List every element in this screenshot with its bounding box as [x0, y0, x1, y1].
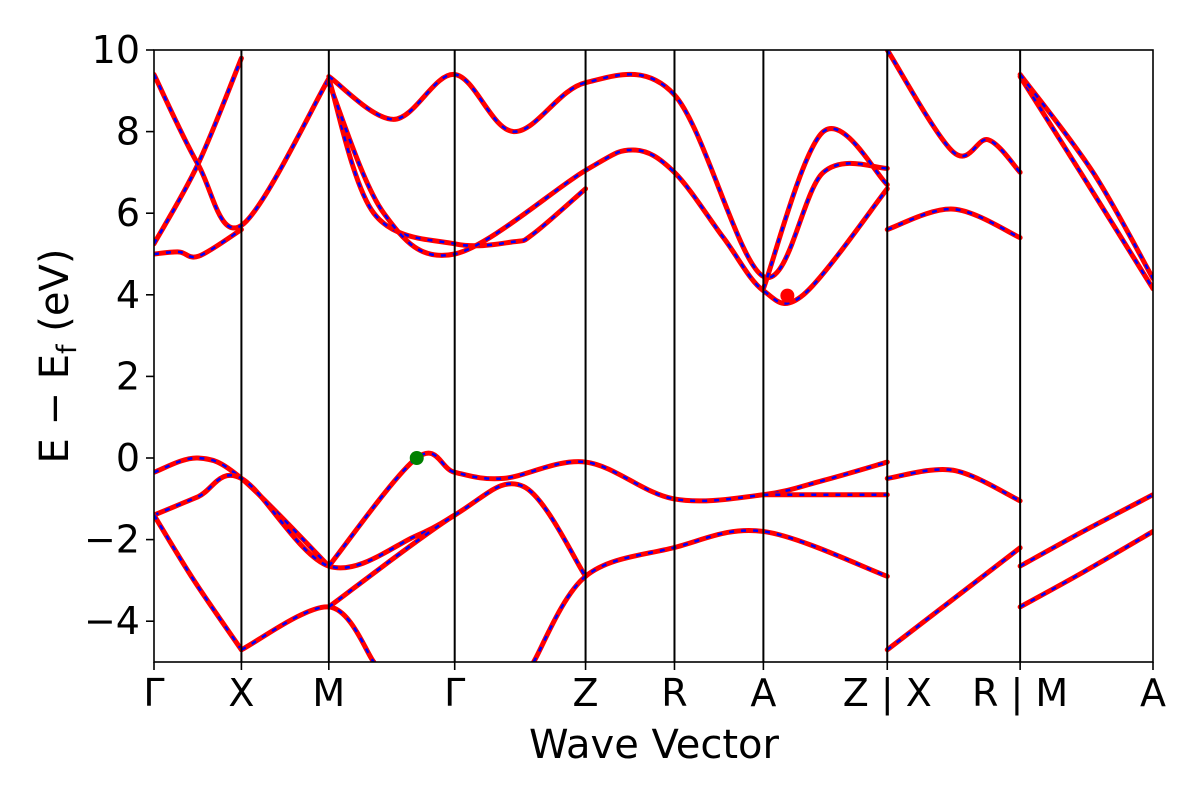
cbm-marker: [780, 288, 795, 303]
vbm-marker: [409, 451, 424, 465]
band-9-dashed: [154, 228, 243, 259]
band-19-dashed: [1019, 493, 1153, 568]
x-tick-label: Z | X: [843, 671, 932, 716]
y-axis-ticks: −4 −2 0 2 4 6 8 10: [84, 28, 154, 643]
band-21-dashed: [1019, 75, 1153, 290]
y-tick-label: 6: [116, 191, 140, 235]
x-tick-label: M: [312, 671, 345, 715]
x-axis-ticks: Γ X M Γ Z R A Z | X R | M A: [143, 662, 1166, 716]
band-10-dashed: [154, 73, 330, 230]
band-11-dashed: [327, 78, 587, 247]
x-axis-title: Wave Vector: [529, 722, 780, 768]
band-2-dashed: [154, 514, 243, 651]
band-18-dashed: [886, 50, 1022, 174]
y-tick-label: −2: [84, 518, 140, 562]
x-tick-label: A: [750, 671, 776, 715]
x-tick-label: Γ: [444, 671, 465, 715]
band-17-dashed: [886, 207, 1021, 239]
y-tick-label: 2: [116, 354, 140, 398]
band-16-dashed: [886, 546, 1021, 651]
x-tick-label: R | M: [972, 671, 1068, 716]
band-4-dashed: [327, 451, 888, 567]
band-22-dashed: [1019, 73, 1153, 280]
y-tick-label: 8: [116, 110, 140, 154]
band-5-dashed: [328, 482, 587, 608]
bands-layer: [154, 50, 1153, 662]
x-tick-label: Γ: [143, 671, 164, 715]
plot-frame: [153, 49, 1154, 663]
band-1-dashed: [154, 474, 456, 569]
x-tick-label: A: [1140, 671, 1166, 715]
y-tick-label: −4: [84, 599, 140, 643]
k-point-lines: [240, 50, 1022, 662]
band-0-dashed: [154, 456, 330, 568]
x-tick-label: R: [661, 671, 687, 715]
band-12-dashed: [327, 82, 889, 305]
band-14-dashed: [762, 127, 889, 290]
extrema-markers: [409, 288, 795, 465]
y-tick-label: 10: [92, 28, 140, 72]
y-tick-label: 4: [116, 273, 140, 317]
band-20-dashed: [1019, 530, 1153, 609]
band-15-dashed: [887, 468, 1021, 502]
y-tick-label: 0: [116, 436, 140, 480]
y-axis-title: E − Ef (eV): [32, 249, 83, 464]
x-tick-label: X: [228, 671, 254, 715]
x-tick-label: Z: [573, 671, 599, 715]
band-13-dashed: [328, 73, 888, 279]
